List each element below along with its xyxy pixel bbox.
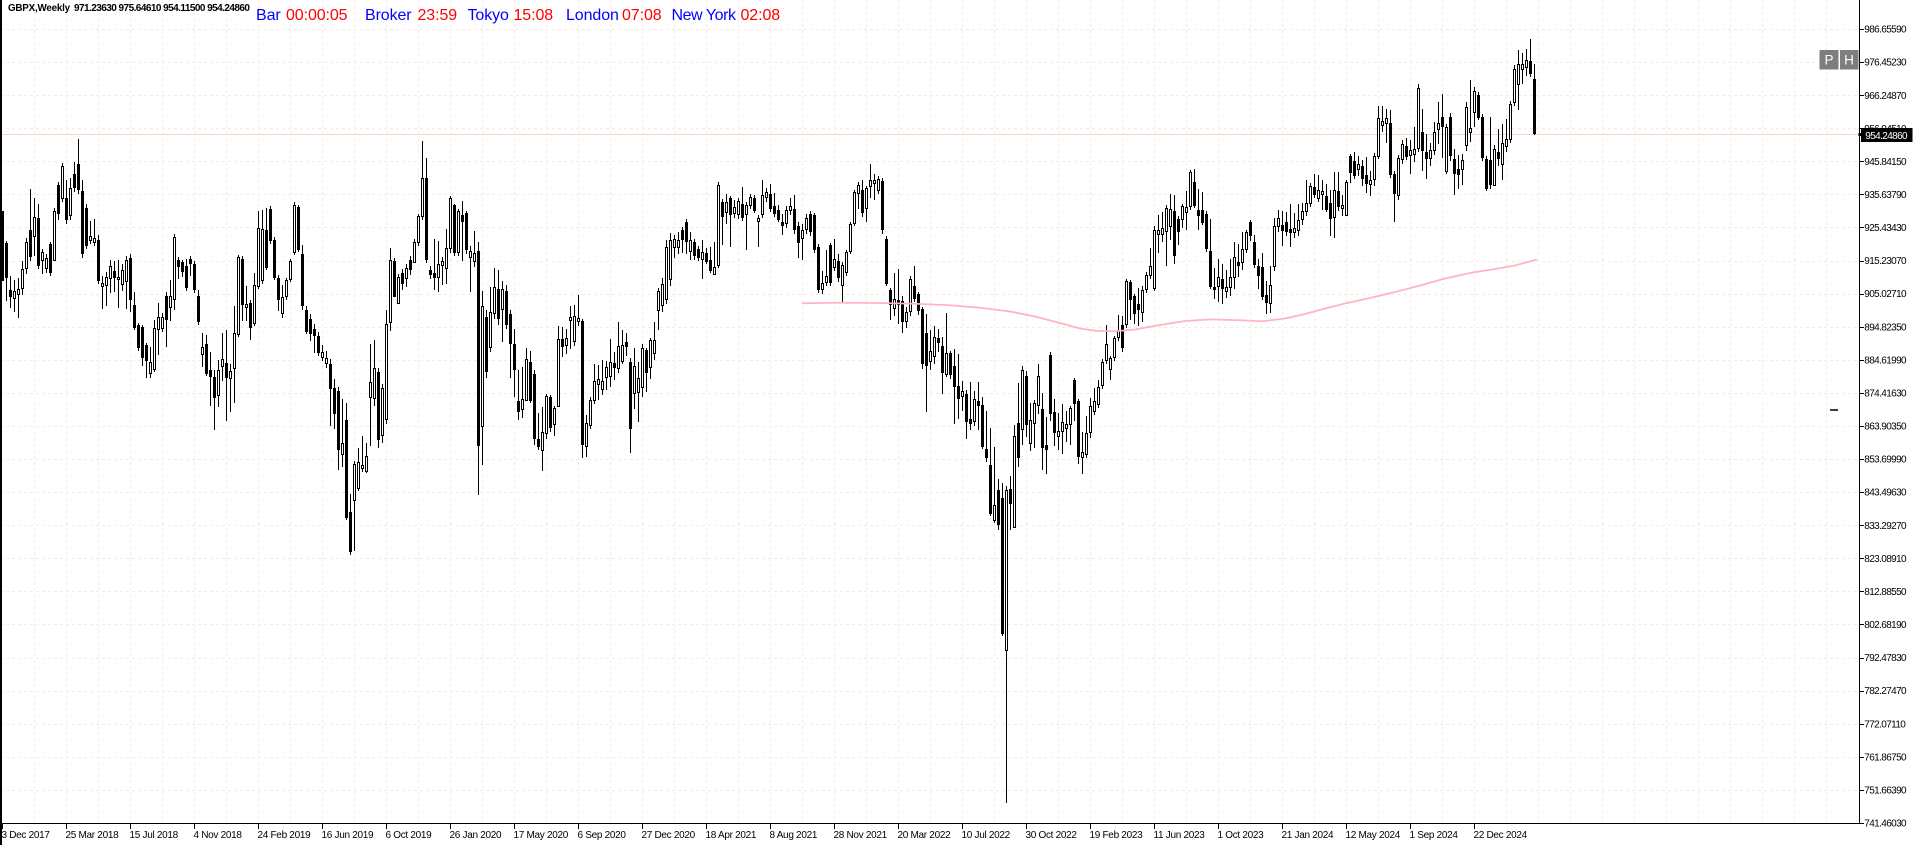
svg-text:6 Sep 2020: 6 Sep 2020 (578, 830, 627, 841)
svg-text:P: P (1824, 53, 1833, 68)
svg-text:H: H (1844, 53, 1854, 68)
svg-text:19 Feb 2023: 19 Feb 2023 (1090, 830, 1144, 841)
svg-text:874.41630: 874.41630 (1864, 389, 1907, 400)
svg-text:966.24870: 966.24870 (1864, 91, 1907, 102)
svg-text:28 Nov 2021: 28 Nov 2021 (834, 830, 888, 841)
svg-text:802.68190: 802.68190 (1864, 620, 1907, 631)
svg-text:792.47830: 792.47830 (1864, 653, 1907, 664)
svg-text:8 Aug 2021: 8 Aug 2021 (770, 830, 818, 841)
svg-text:30 Oct 2022: 30 Oct 2022 (1026, 830, 1078, 841)
svg-text:20 Mar 2022: 20 Mar 2022 (898, 830, 952, 841)
svg-text:863.90350: 863.90350 (1864, 422, 1907, 433)
svg-text:25 Mar 2018: 25 Mar 2018 (66, 830, 120, 841)
svg-text:15 Jul 2018: 15 Jul 2018 (130, 830, 179, 841)
svg-text:751.66390: 751.66390 (1864, 785, 1907, 796)
svg-text:782.27470: 782.27470 (1864, 686, 1907, 697)
svg-text:853.69990: 853.69990 (1864, 455, 1907, 466)
svg-text:3 Dec 2017: 3 Dec 2017 (2, 830, 51, 841)
svg-text:17 May 2020: 17 May 2020 (514, 830, 569, 841)
svg-text:843.49630: 843.49630 (1864, 488, 1907, 499)
svg-text:10 Jul 2022: 10 Jul 2022 (962, 830, 1011, 841)
svg-text:833.29270: 833.29270 (1864, 521, 1907, 532)
svg-text:915.23070: 915.23070 (1864, 256, 1907, 267)
svg-text:6 Oct 2019: 6 Oct 2019 (386, 830, 433, 841)
svg-text:24 Feb 2019: 24 Feb 2019 (258, 830, 312, 841)
svg-text:Broker: Broker (365, 7, 412, 24)
svg-text:741.46030: 741.46030 (1864, 819, 1907, 830)
svg-text:11 Jun 2023: 11 Jun 2023 (1154, 830, 1206, 841)
svg-text:812.88550: 812.88550 (1864, 587, 1907, 598)
svg-text:Bar: Bar (256, 7, 281, 24)
svg-text:954.24860: 954.24860 (1865, 131, 1908, 142)
svg-text:4 Nov 2018: 4 Nov 2018 (194, 830, 243, 841)
svg-text:22 Dec 2024: 22 Dec 2024 (1474, 830, 1528, 841)
svg-text:823.08910: 823.08910 (1864, 554, 1907, 565)
svg-text:1 Oct 2023: 1 Oct 2023 (1218, 830, 1265, 841)
svg-text:Tokyo: Tokyo (468, 7, 509, 24)
svg-text:945.84150: 945.84150 (1864, 157, 1907, 168)
svg-text:772.07110: 772.07110 (1864, 719, 1906, 730)
svg-text:935.63790: 935.63790 (1864, 190, 1907, 201)
svg-text:GBPX,Weekly: GBPX,Weekly (8, 3, 71, 14)
svg-text:London: London (566, 7, 619, 24)
svg-text:971.23630 975.64610 954.11500: 971.23630 975.64610 954.11500 954.24860 (74, 3, 250, 14)
svg-text:884.61990: 884.61990 (1864, 355, 1907, 366)
svg-text:905.02710: 905.02710 (1864, 289, 1907, 300)
svg-text:02:08: 02:08 (741, 7, 781, 24)
svg-text:23:59: 23:59 (418, 7, 458, 24)
svg-text:1 Sep 2024: 1 Sep 2024 (1410, 830, 1459, 841)
svg-text:00:00:05: 00:00:05 (286, 7, 348, 24)
svg-text:16 Jun 2019: 16 Jun 2019 (322, 830, 374, 841)
svg-text:12 May 2024: 12 May 2024 (1346, 830, 1401, 841)
svg-text:21 Jan 2024: 21 Jan 2024 (1282, 830, 1334, 841)
svg-text:761.86750: 761.86750 (1864, 752, 1907, 763)
svg-text:New York: New York (672, 7, 737, 24)
svg-text:27 Dec 2020: 27 Dec 2020 (642, 830, 696, 841)
svg-text:07:08: 07:08 (622, 7, 662, 24)
svg-text:986.65590: 986.65590 (1864, 25, 1907, 36)
svg-text:26 Jan 2020: 26 Jan 2020 (450, 830, 502, 841)
svg-text:18 Apr 2021: 18 Apr 2021 (706, 830, 757, 841)
svg-text:894.82350: 894.82350 (1864, 322, 1907, 333)
svg-text:15:08: 15:08 (514, 7, 554, 24)
svg-text:925.43430: 925.43430 (1864, 223, 1907, 234)
svg-text:976.45230: 976.45230 (1864, 58, 1907, 69)
